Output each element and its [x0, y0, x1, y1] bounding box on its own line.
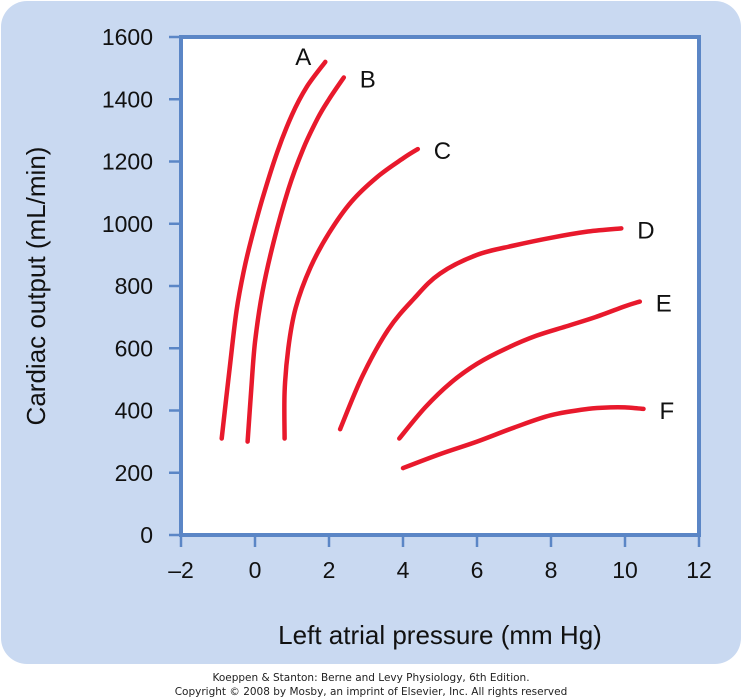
y-tick-label: 1600: [102, 24, 153, 50]
x-tick-label: 4: [397, 557, 410, 583]
series-label-e: E: [656, 291, 672, 318]
x-tick-label: 2: [323, 557, 336, 583]
x-tick-label: 8: [545, 557, 558, 583]
x-tick-label: 0: [249, 557, 262, 583]
series-label-c: C: [434, 138, 451, 165]
y-tick-label: 600: [115, 335, 153, 361]
series-line-c: [282, 146, 421, 441]
series-line-a: [219, 59, 328, 441]
x-tick-label: 12: [686, 557, 712, 583]
plot-area: [179, 35, 701, 537]
series-label-f: F: [660, 398, 675, 425]
series-label-a: A: [295, 44, 311, 71]
series-line-d: [337, 226, 624, 432]
series-line-b: [245, 75, 347, 444]
y-axis-title: Cardiac output (mL/min): [21, 147, 51, 426]
series-line-e: [397, 299, 643, 441]
series-line-f: [400, 404, 646, 471]
series-label-b: B: [360, 66, 376, 93]
x-tick-label: 10: [612, 557, 638, 583]
credit-line-2: Copyright © 2008 by Mosby, an imprint of…: [174, 686, 568, 698]
x-axis-title: Left atrial pressure (mm Hg): [278, 620, 602, 650]
y-tick-label: 800: [115, 273, 153, 299]
y-tick-label: 1400: [102, 86, 153, 112]
credit-line-1: Koeppen & Stanton: Berne and Levy Physio…: [212, 672, 530, 684]
x-tick-label: 6: [471, 557, 484, 583]
y-tick-label: 400: [115, 398, 153, 424]
series-lines: [219, 59, 646, 471]
axis-ticks: [169, 35, 701, 547]
tick-and-series-labels: –2 0 2 4 6 8 10 12 0 200 400 600 800 1000 1200 1400 1600…: [102, 24, 712, 583]
y-tick-label: 1000: [102, 211, 153, 237]
cardiac-output-chart: –2 0 2 4 6 8 10 12 0 200 400 600 800 1000 1200 1400 1600…: [1, 1, 741, 664]
y-tick-label: 1200: [102, 149, 153, 175]
x-tick-label: –2: [168, 557, 194, 583]
y-tick-label: 200: [115, 460, 153, 486]
series-label-d: D: [637, 217, 654, 244]
y-tick-label: 0: [140, 522, 153, 548]
